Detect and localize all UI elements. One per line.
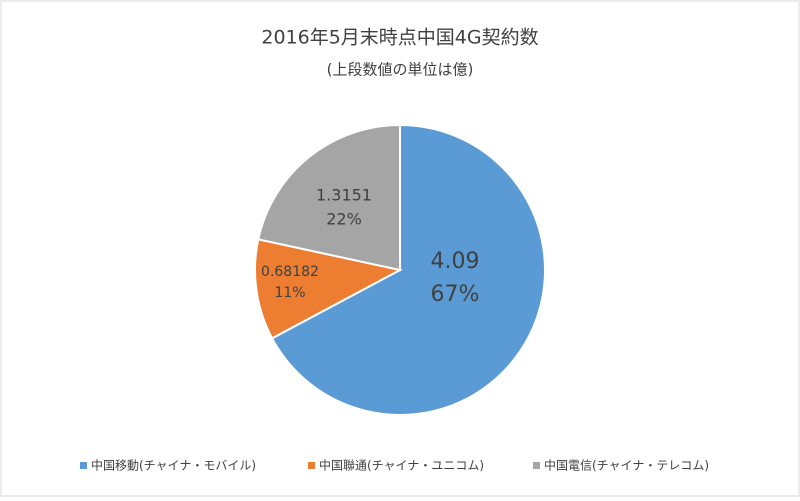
percent-label: 22% [326,210,362,229]
legend-label: 中国電信(チャイナ・テレコム) [544,458,709,473]
pie-slice [257,123,401,272]
legend-label: 中国移動(チャイナ・モバイル) [91,458,256,473]
chart-title: 2016年5月末時点中国4G契約数 [261,27,538,49]
percent-label: 67% [431,282,480,307]
legend-swatch [80,462,87,469]
pie-slice [254,238,403,340]
percent-label: 11% [274,285,305,301]
legend-swatch [533,462,540,469]
data-label: 1.3151 [316,186,372,205]
chart-subtitle: (上段数値の単位は億) [327,61,474,79]
legend-swatch [308,462,315,469]
legend-label: 中国聯通(チャイナ・ユニコム) [319,458,484,473]
pie-slice [270,123,546,416]
data-label: 0.68182 [261,264,319,280]
data-label: 4.09 [431,249,480,274]
